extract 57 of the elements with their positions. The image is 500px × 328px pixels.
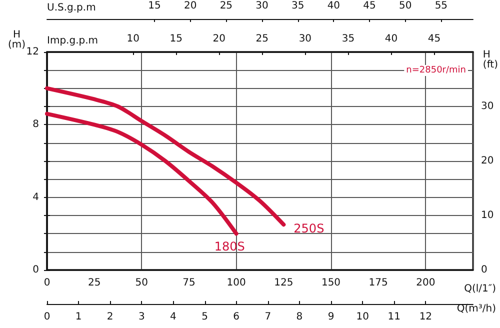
y2-tick-label: 20 <box>481 156 494 166</box>
text: 9 <box>328 312 334 322</box>
line-series <box>45 112 238 236</box>
y-axis-title: H (m) <box>8 30 26 50</box>
y2-tick-label: 10 <box>481 210 494 221</box>
text: 20 <box>184 0 197 12</box>
x-tick-label: 50 <box>135 278 148 288</box>
text: 1 <box>75 312 82 322</box>
x2-tick-label: 20 <box>212 34 226 44</box>
x2-axis-title: Imp.g.p.m <box>47 36 98 46</box>
x-tick-label: 150 <box>321 278 341 288</box>
text: 12 <box>419 312 432 322</box>
y-tick-label: 4 <box>32 192 39 203</box>
y2-axis-title: H (ft) <box>482 50 498 70</box>
text: 25 <box>220 0 233 12</box>
text: 10 <box>356 312 369 322</box>
text: Q(m³/h) <box>456 304 496 314</box>
text: U.S.g.p.m <box>47 2 96 14</box>
x-tick-label: 0 <box>44 278 50 288</box>
x2-tick-label: 40 <box>384 34 398 44</box>
text: 11 <box>388 312 400 322</box>
x2-tick-label: 35 <box>342 34 355 44</box>
text: 2 <box>106 312 114 322</box>
x-axis-title: Q(l/1″) <box>464 284 496 294</box>
annotation: n=2850r/min <box>406 66 466 76</box>
text: 6 <box>233 312 240 322</box>
y-tick-label: 0 <box>32 264 39 276</box>
text: 4 <box>170 312 176 322</box>
x-tick-label: 100 <box>226 278 246 288</box>
text: 30 <box>256 0 268 12</box>
x-tick-label: 75 <box>182 278 196 288</box>
text: 40 <box>327 0 340 12</box>
series-label: 250S <box>294 222 324 236</box>
y2-tick-label: 0 <box>481 264 488 276</box>
x2-tick-label: 15 <box>170 34 182 44</box>
y-tick-label: 8 <box>32 119 39 130</box>
text: 45 <box>363 0 376 12</box>
x-tick-label: 175 <box>368 278 388 288</box>
x-tick-label: 25 <box>88 278 101 288</box>
text: 7 <box>264 312 272 322</box>
text: 3 <box>138 312 145 322</box>
y2-tick-label: 30 <box>481 101 494 112</box>
x-tick-label: 200 <box>416 278 436 288</box>
text: 0 <box>44 312 50 322</box>
x2-tick-label: 25 <box>256 34 269 44</box>
x2-tick-label: 45 <box>428 34 441 44</box>
x-tick-label: 125 <box>274 278 294 288</box>
text: 5 <box>202 312 208 322</box>
x2-tick-label: 10 <box>126 34 140 44</box>
y-tick-label: 12 <box>26 46 39 58</box>
text: 15 <box>148 0 161 12</box>
line-series <box>45 86 286 227</box>
text: 55 <box>434 0 448 12</box>
x2-tick-label: 30 <box>298 34 312 44</box>
text: 50 <box>398 0 412 12</box>
text: 35 <box>291 0 304 12</box>
text: 8 <box>296 312 303 322</box>
